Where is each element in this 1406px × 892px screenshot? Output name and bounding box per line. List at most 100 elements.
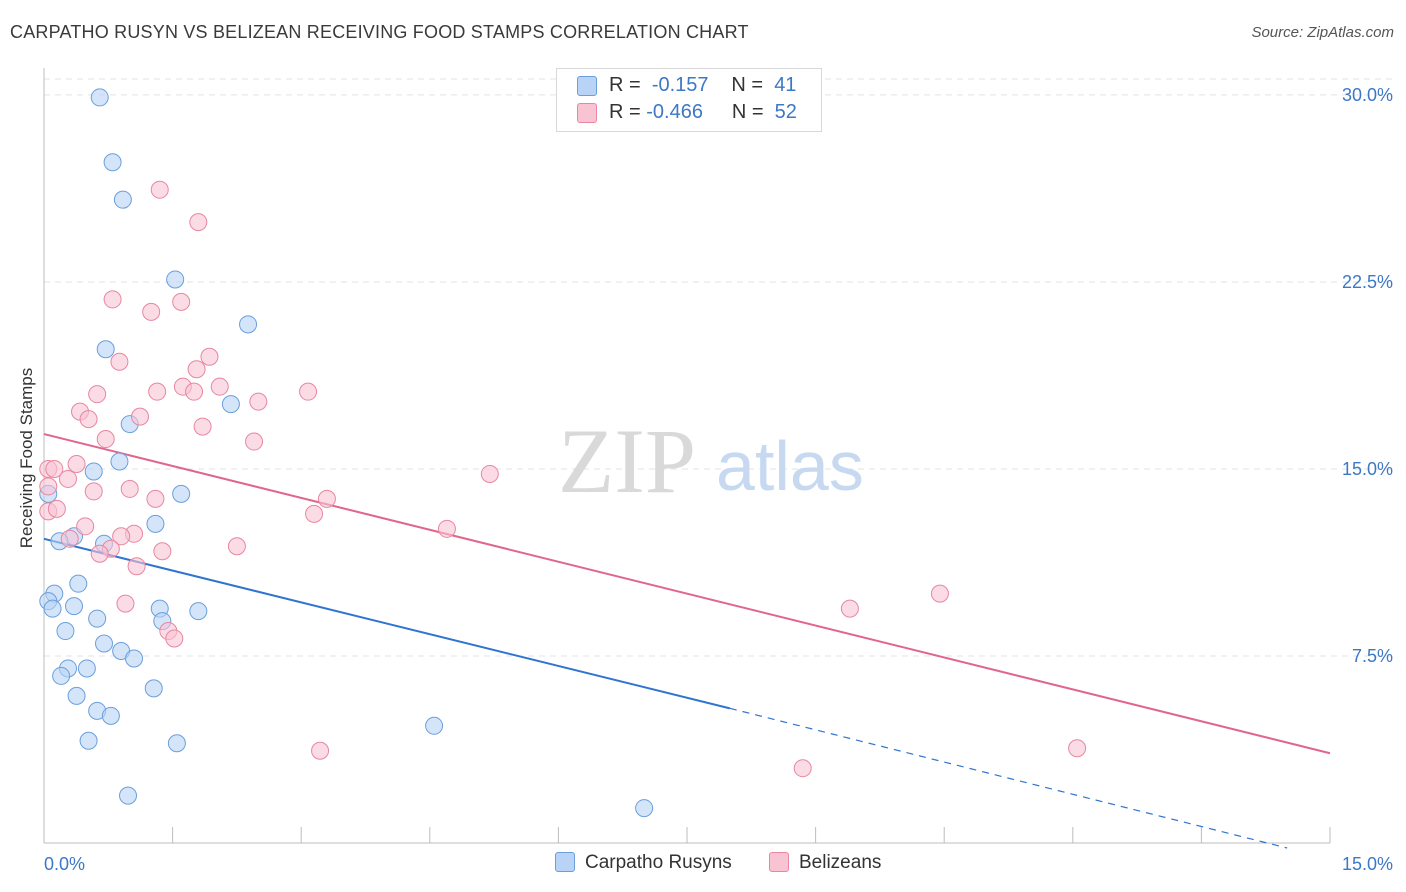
data-point-belizeans — [930, 584, 949, 603]
watermark: ZIP atlas — [558, 410, 864, 512]
legend-n-value: 41 — [774, 74, 797, 96]
data-point-belizeans — [96, 430, 115, 449]
legend-n-value: 52 — [774, 101, 797, 123]
legend: R = -0.157 N = 41 R = -0.466 N = 52 — [556, 68, 822, 132]
data-point-belizeans — [127, 557, 146, 576]
data-point-carpatho-rusyns — [90, 88, 109, 107]
data-point-carpatho-rusyns — [144, 679, 163, 698]
bottom-legend-label: Belizeans — [799, 852, 882, 873]
data-point-belizeans — [317, 489, 336, 508]
data-point-belizeans — [39, 477, 58, 496]
data-point-belizeans — [150, 180, 169, 199]
data-point-carpatho-rusyns — [95, 634, 114, 653]
data-point-carpatho-rusyns — [77, 659, 96, 678]
data-point-carpatho-rusyns — [635, 799, 654, 818]
data-point-carpatho-rusyns — [65, 597, 84, 616]
data-point-belizeans — [200, 347, 219, 366]
data-point-carpatho-rusyns — [79, 731, 98, 750]
watermark-zip: ZIP — [558, 410, 696, 512]
legend-n-label: N = — [731, 101, 764, 123]
data-point-belizeans — [47, 499, 66, 518]
data-point-belizeans — [187, 360, 206, 379]
data-point-belizeans — [103, 290, 122, 309]
legend-swatch-blue — [577, 75, 597, 96]
data-point-carpatho-rusyns — [167, 734, 186, 753]
data-point-belizeans — [185, 382, 204, 401]
data-point-belizeans — [110, 352, 129, 371]
data-point-carpatho-rusyns — [166, 270, 185, 289]
trend-line-carpatho-rusyns — [43, 537, 731, 710]
data-point-carpatho-rusyns — [52, 666, 71, 685]
data-point-belizeans — [79, 410, 98, 429]
data-point-carpatho-rusyns — [146, 514, 165, 533]
y-tick-label: 7.5% — [1352, 646, 1393, 666]
data-point-belizeans — [480, 464, 499, 483]
data-point-belizeans — [227, 537, 246, 556]
data-point-belizeans — [60, 529, 79, 548]
chart-title: CARPATHO RUSYN VS BELIZEAN RECEIVING FOO… — [10, 22, 749, 42]
data-point-belizeans — [305, 504, 324, 523]
data-point-carpatho-rusyns — [119, 786, 138, 805]
x-tick-label: 0.0% — [44, 854, 85, 874]
legend-row-belizeans: R = -0.466 N = 52 — [577, 101, 797, 127]
data-point-belizeans — [88, 385, 107, 404]
grid-lines — [44, 78, 1392, 657]
data-point-belizeans — [90, 544, 109, 563]
data-point-belizeans — [112, 527, 131, 546]
data-point-belizeans — [67, 454, 86, 473]
data-point-carpatho-rusyns — [110, 452, 129, 471]
x-tick-label: 15.0% — [1342, 854, 1393, 874]
data-point-belizeans — [120, 479, 139, 498]
data-point-carpatho-rusyns — [56, 622, 75, 641]
data-point-belizeans — [840, 599, 859, 618]
data-point-belizeans — [131, 407, 150, 426]
data-point-belizeans — [116, 594, 135, 613]
y-tick-label: 30.0% — [1342, 85, 1393, 105]
data-point-belizeans — [146, 489, 165, 508]
legend-swatch-pink — [577, 102, 597, 123]
data-point-carpatho-rusyns — [221, 395, 240, 414]
trend-line-belizeans — [43, 433, 1331, 755]
data-point-carpatho-rusyns — [425, 716, 444, 735]
data-point-carpatho-rusyns — [113, 190, 132, 209]
legend-row-carpatho-rusyns: R = -0.157 N = 41 — [577, 74, 796, 100]
data-point-belizeans — [45, 459, 64, 478]
data-point-belizeans — [437, 519, 456, 538]
axes — [43, 68, 1331, 844]
bottom-legend-label: Carpatho Rusyns — [585, 852, 732, 873]
data-point-carpatho-rusyns — [189, 602, 208, 621]
data-point-carpatho-rusyns — [239, 315, 258, 334]
data-point-carpatho-rusyns — [101, 706, 120, 725]
data-point-belizeans — [249, 392, 268, 411]
legend-r-label: R = — [609, 74, 641, 96]
source-label: Source: ZipAtlas.com — [1251, 24, 1394, 41]
bottom-legend-belizeans: Belizeans — [769, 852, 881, 874]
data-point-carpatho-rusyns — [96, 340, 115, 359]
legend-r-label: R = — [609, 101, 641, 123]
bottom-legend-carpatho-rusyns: Carpatho Rusyns — [555, 852, 732, 874]
data-point-belizeans — [172, 292, 191, 311]
data-point-carpatho-rusyns — [43, 599, 62, 618]
data-point-belizeans — [165, 629, 184, 648]
data-point-belizeans — [84, 482, 103, 501]
data-point-belizeans — [210, 377, 229, 396]
data-point-carpatho-rusyns — [103, 153, 122, 172]
data-point-belizeans — [193, 417, 212, 436]
data-point-belizeans — [76, 517, 95, 536]
data-point-belizeans — [142, 302, 161, 321]
data-point-belizeans — [793, 759, 812, 778]
data-point-carpatho-rusyns — [84, 462, 103, 481]
data-point-belizeans — [189, 213, 208, 232]
legend-r-value: -0.157 — [651, 74, 709, 96]
data-point-belizeans — [299, 382, 318, 401]
trend-line-carpatho-rusyns-extrapolated — [729, 707, 1288, 849]
series-carpatho-rusyns — [39, 88, 654, 818]
data-point-belizeans — [148, 382, 167, 401]
y-tick-label: 15.0% — [1342, 459, 1393, 479]
data-point-belizeans — [59, 469, 78, 488]
bottom-legend-swatch-blue — [555, 852, 575, 872]
watermark-atlas: atlas — [716, 427, 864, 505]
legend-n-label: N = — [731, 74, 764, 96]
legend-r-value: -0.466 — [646, 101, 703, 123]
